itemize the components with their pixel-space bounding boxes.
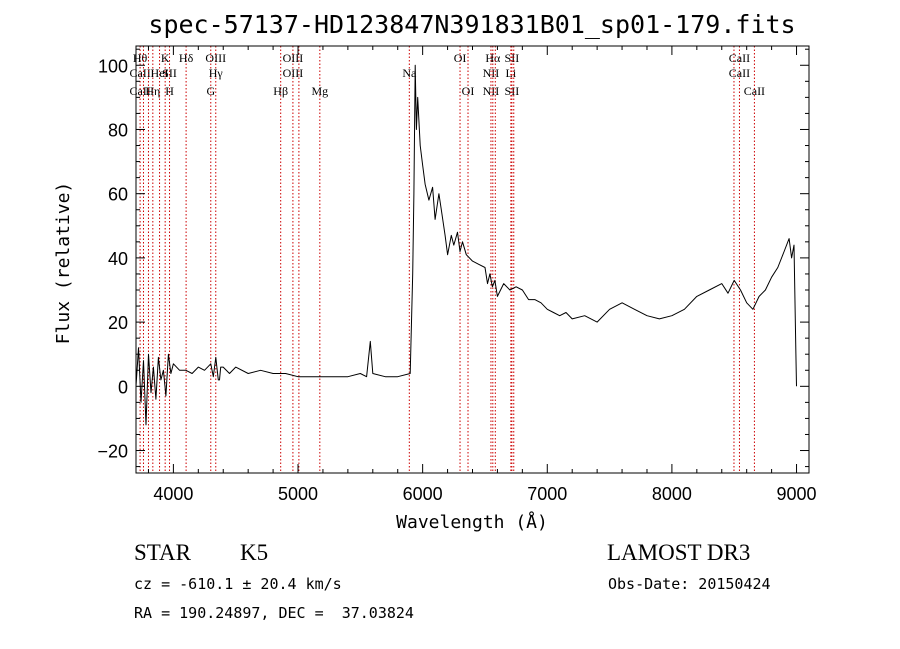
x-tick-label: 4000: [153, 484, 193, 504]
line-label: CaII: [129, 84, 150, 98]
line-label: CaII: [729, 51, 750, 65]
line-label: OI: [462, 84, 475, 98]
coordinates: RA = 190.24897, DEC = 37.03824: [134, 604, 414, 622]
x-tick-label: 8000: [652, 484, 692, 504]
line-label: SII: [505, 84, 520, 98]
line-label: Hβ: [273, 84, 288, 98]
line-label: OIII: [205, 51, 226, 65]
object-subclass: K5: [240, 540, 269, 565]
observation-date: Obs-Date: 20150424: [608, 575, 771, 593]
survey-release: LAMOST DR3: [607, 540, 751, 565]
line-label: HeI: [151, 66, 169, 80]
line-label: K: [161, 51, 170, 65]
line-label: OIII: [283, 51, 304, 65]
x-tick-label: 7000: [527, 484, 567, 504]
line-label: OI: [454, 51, 467, 65]
line-label: Na: [402, 66, 417, 80]
object-type: STAR: [134, 540, 191, 565]
line-label: CaII: [729, 66, 750, 80]
x-tick-label: 6000: [403, 484, 443, 504]
axis-ticks: 4000 5000 6000 7000 8000 9000 −20 0 20 40 60 80 100: [97, 46, 817, 504]
line-label: SII: [505, 51, 520, 65]
line-label: OIII: [283, 66, 304, 80]
y-tick-label: 40: [108, 249, 128, 269]
line-label: Hα: [485, 51, 501, 65]
line-label: NII: [483, 66, 500, 80]
y-tick-label: 60: [108, 185, 128, 205]
line-label: SII: [162, 66, 177, 80]
spectrum-series: [135, 64, 797, 426]
line-label: Hδ: [179, 51, 194, 65]
y-tick-label: 20: [108, 313, 128, 333]
line-label: Hη: [145, 84, 160, 98]
y-tick-label: −20: [97, 442, 128, 462]
plot-frame: [135, 45, 810, 474]
line-label: Li: [506, 66, 517, 80]
line-label: CaII: [129, 66, 150, 80]
redshift-velocity: cz = -610.1 ± 20.4 km/s: [134, 575, 342, 593]
line-label: H: [165, 84, 174, 98]
y-tick-label: 80: [108, 120, 128, 140]
line-label: Hγ: [209, 66, 224, 80]
chart-title: spec-57137-HD123847N391831B01_sp01-179.f…: [148, 10, 795, 39]
spectrum-line-0: [135, 64, 797, 426]
x-tick-label: 5000: [278, 484, 318, 504]
y-tick-label: 100: [98, 56, 128, 76]
y-tick-label: 0: [118, 377, 128, 397]
line-label: G: [206, 84, 215, 98]
x-tick-label: 9000: [777, 484, 817, 504]
spectral-line-markers: HθCaIICaIIHηHeIKSIIHHδGOIIIHγHβOIIIOIIIM…: [129, 46, 765, 473]
line-label: Mg: [311, 84, 328, 98]
y-axis-label: Flux (relative): [53, 182, 74, 345]
line-label: CaII: [744, 84, 765, 98]
line-label: NII: [483, 84, 500, 98]
x-axis-label: Wavelength (Å): [396, 511, 548, 533]
line-label: Hθ: [133, 51, 148, 65]
